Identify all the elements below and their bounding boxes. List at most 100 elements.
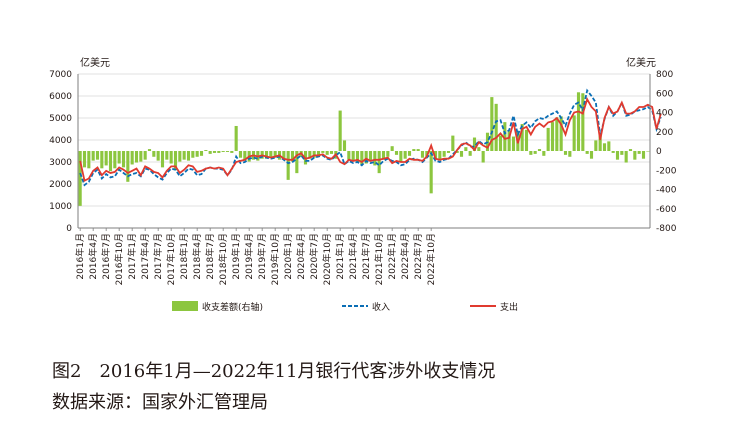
balance-bar [633, 151, 637, 160]
balance-bar [360, 151, 364, 165]
right-tick-label: -400 [656, 186, 677, 196]
balance-bar [494, 103, 498, 151]
balance-bar [433, 151, 438, 159]
balance-bar [451, 135, 455, 151]
balance-bar [117, 151, 121, 164]
balance-bar [104, 151, 108, 166]
balance-bar [273, 151, 277, 158]
right-tick-label: 800 [656, 70, 673, 80]
balance-bar [204, 150, 208, 151]
balance-bar [598, 135, 602, 151]
balance-bar [316, 151, 321, 157]
x-tick-label: 2021年10月 [373, 233, 385, 285]
balance-bar [173, 151, 178, 171]
balance-bar [394, 151, 399, 155]
x-tick-label: 2022年1月 [386, 233, 398, 280]
right-tick-label: -600 [656, 205, 677, 215]
left-tick-label: 6000 [49, 92, 72, 102]
x-tick-label: 2018年1月 [178, 233, 190, 280]
left-tick-label: 3000 [49, 158, 72, 168]
balance-bar [225, 151, 230, 152]
balance-bar [186, 151, 191, 161]
balance-bar [503, 122, 507, 151]
balance-bar [438, 151, 442, 161]
balance-bar [373, 151, 377, 166]
left-tick-label: 7000 [49, 70, 72, 80]
balance-bar [412, 149, 416, 151]
balance-bar [490, 97, 494, 151]
balance-bar [641, 151, 646, 159]
balance-bar [529, 151, 533, 155]
balance-bar [628, 149, 633, 151]
chart-axes [77, 74, 651, 229]
balance-bar [594, 140, 598, 151]
balance-bar [429, 151, 433, 194]
balance-bar [243, 151, 247, 161]
balance-bars [78, 92, 650, 206]
balance-bar [217, 151, 221, 153]
balance-bar [338, 110, 342, 151]
balance-bar [342, 140, 347, 151]
left-axis-ticks: 0 1000 2000 3000 4000 5000 6000 7000 [49, 70, 72, 234]
x-tick-label: 2022年7月 [412, 233, 424, 280]
balance-bar [325, 151, 329, 155]
balance-bar [620, 151, 624, 155]
legend-income-label: 收入 [372, 301, 390, 313]
balance-bar [312, 151, 316, 158]
left-tick-label: 2000 [49, 180, 72, 190]
balance-bar [147, 149, 152, 151]
balance-bar [269, 151, 273, 157]
x-tick-label: 2021年1月 [334, 233, 346, 280]
balance-bar [403, 151, 407, 159]
balance-bar [425, 151, 429, 157]
balance-bar [386, 151, 390, 157]
left-tick-label: 0 [66, 224, 72, 234]
balance-bar [555, 117, 559, 151]
income-series-line [79, 88, 662, 187]
balance-bar [208, 151, 212, 154]
balance-bar [524, 129, 529, 151]
x-tick-label: 2016年1月 [74, 233, 86, 280]
x-tick-label: 2020年1月 [282, 233, 294, 280]
balance-bar [199, 151, 204, 156]
x-tick-label: 2017年4月 [139, 233, 151, 280]
balance-bar [637, 151, 641, 154]
x-tick-label: 2019年7月 [256, 233, 268, 280]
balance-bar [347, 151, 351, 160]
balance-bar [585, 151, 589, 154]
legend-bar-swatch [172, 301, 198, 311]
x-tick-label: 2019年10月 [269, 233, 281, 285]
balance-bar [589, 151, 594, 159]
legend: 收支差额(右轴) 收入 支出 [172, 301, 518, 313]
balance-bar [390, 146, 394, 151]
figure-source: 数据来源：国家外汇管理局 [52, 392, 268, 413]
balance-bar [615, 151, 620, 160]
right-tick-label: 200 [656, 128, 673, 138]
balance-bar [230, 151, 234, 153]
balance-bar [290, 151, 295, 162]
balance-bar [416, 149, 420, 151]
balance-bar [377, 151, 381, 174]
x-tick-label: 2019年4月 [243, 233, 255, 280]
x-tick-label: 2022年10月 [425, 233, 437, 285]
x-tick-label: 2020年7月 [308, 233, 320, 280]
balance-bar [130, 151, 134, 165]
balance-bar [550, 122, 555, 151]
x-tick-label: 2021年4月 [347, 233, 359, 280]
left-axis-unit: 亿美元 [80, 56, 110, 69]
balance-bar [165, 151, 169, 160]
balance-bar [481, 151, 485, 163]
right-tick-label: 0 [656, 147, 662, 157]
balance-bar [511, 136, 516, 151]
balance-bar [381, 151, 386, 160]
balance-bar [563, 151, 568, 155]
balance-bar [355, 151, 360, 163]
balance-bar [351, 151, 355, 161]
balance-bar [321, 151, 325, 153]
x-tick-label: 2016年10月 [113, 233, 125, 285]
x-tick-label: 2016年7月 [100, 233, 112, 280]
balance-bar [507, 130, 511, 151]
right-tick-label: 400 [656, 109, 673, 119]
balance-bar [581, 93, 585, 151]
